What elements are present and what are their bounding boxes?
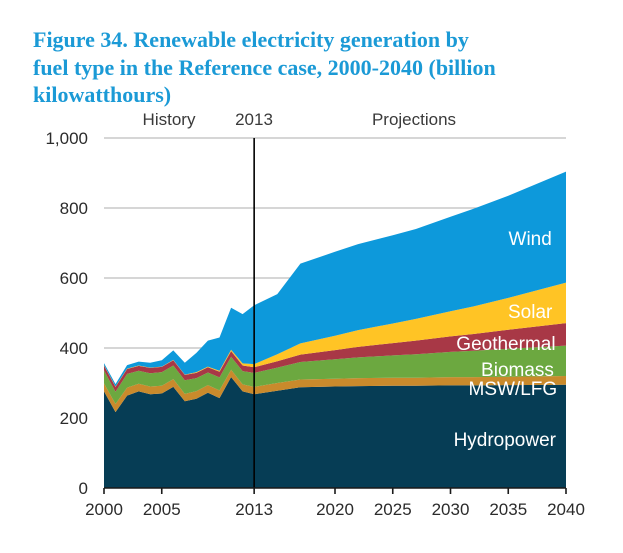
x-tick-label-2013: 2013: [235, 500, 273, 519]
x-tick-label-2000: 2000: [85, 500, 123, 519]
projections-zone-label: Projections: [371, 110, 457, 129]
y-tick-label-800: 800: [60, 199, 88, 218]
series-label-hydropower: Hydropower: [454, 430, 557, 451]
x-tick-label-2025: 2025: [374, 500, 412, 519]
x-tick-label-2005: 2005: [143, 500, 181, 519]
x-tick-label-2020: 2020: [316, 500, 354, 519]
x-tick-label-2035: 2035: [489, 500, 527, 519]
y-tick-label-600: 600: [60, 269, 88, 288]
series-label-biomass: Biomass: [481, 360, 554, 381]
y-tick-label-400: 400: [60, 339, 88, 358]
figure-title-line3: kilowatthours): [33, 82, 172, 107]
area-biomass: [104, 345, 566, 404]
area-geothermal: [104, 323, 566, 392]
series-label-solar: Solar: [508, 302, 553, 323]
x-tick-label-2040: 2040: [547, 500, 585, 519]
divider-year-label: 2013: [235, 110, 273, 129]
y-tick-label-200: 200: [60, 409, 88, 428]
area-msw-lfg: [104, 369, 566, 413]
area-wind: [104, 171, 566, 387]
figure-title: Figure 34. Renewable electricity generat…: [33, 26, 593, 109]
series-label-wind: Wind: [509, 229, 552, 250]
history-zone-label: History: [142, 110, 196, 129]
y-tick-label-1,000: 1,000: [45, 129, 88, 148]
figure-title-line2: fuel type in the Reference case, 2000-20…: [33, 54, 496, 80]
x-tick-label-2030: 2030: [432, 500, 470, 519]
series-label-geothermal: Geothermal: [456, 334, 555, 355]
series-label-msw-lfg: MSW/LFG: [469, 379, 558, 400]
area-hydropower: [104, 377, 566, 488]
figure-title-line1: Figure 34. Renewable electricity generat…: [33, 27, 469, 52]
y-tick-label-0: 0: [79, 479, 88, 498]
